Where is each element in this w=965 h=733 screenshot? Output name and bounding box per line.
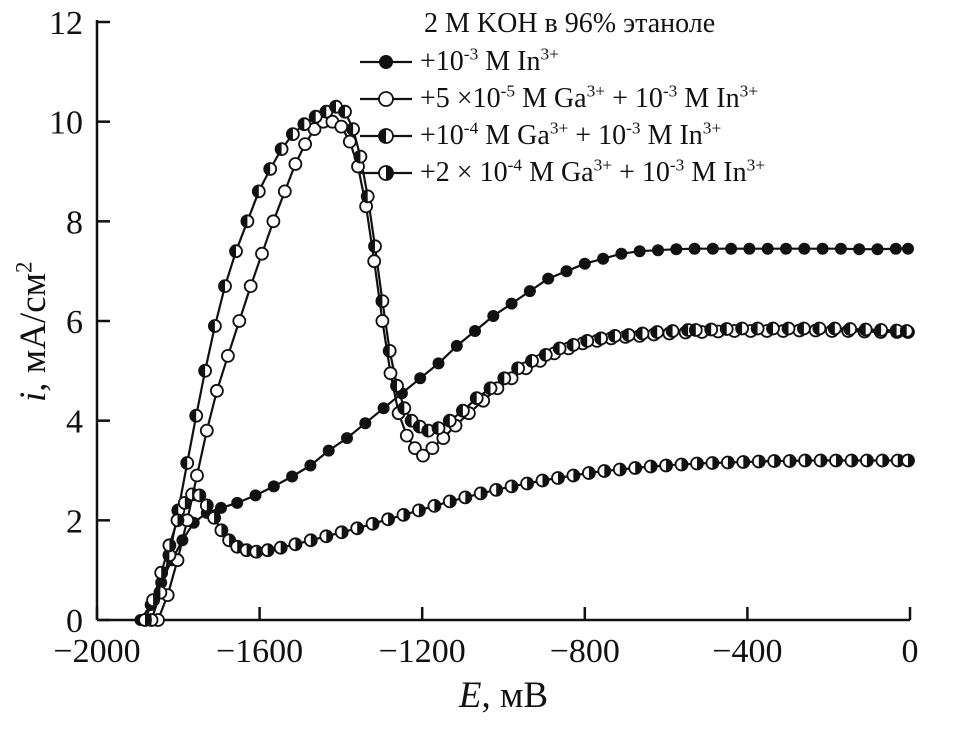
x-tick-label: −1200: [379, 633, 466, 670]
x-tick-label: −1600: [216, 633, 303, 670]
y-tick-label: 10: [49, 105, 83, 142]
y-axis: 0 2 4 6 8 10 12: [49, 5, 110, 640]
x-tick-label: −800: [550, 633, 620, 670]
series-line-0: [139, 247, 910, 622]
series-markers-0: [134, 242, 914, 626]
series-line-3: [143, 459, 910, 622]
y-tick-label: 2: [66, 503, 83, 540]
legend-item-label: +10-4 M Ga3+ + 10-3 M In3+: [420, 118, 722, 151]
legend-item: +2 × 10-4 M Ga3+ + 10-3 M In3+: [360, 154, 765, 191]
y-axis-label: i, мА/см2: [12, 261, 55, 402]
y-tick-label: 4: [66, 404, 83, 441]
x-tick-label: −2000: [53, 633, 140, 670]
x-axis-label: E, мВ: [97, 674, 910, 717]
half-left-circle-icon: [360, 127, 412, 144]
x-axis-label-units: , мВ: [481, 675, 549, 716]
y-tick-label: 0: [66, 603, 83, 640]
x-axis-label-symbol: E: [458, 675, 482, 716]
series-markers-2: [144, 99, 914, 627]
legend-item-label: +2 × 10-4 M Ga3+ + 10-3 M In3+: [420, 155, 766, 188]
x-tick-label: 0: [902, 633, 919, 670]
y-axis-label-symbol: i: [13, 391, 54, 402]
filled-circle-icon: [360, 54, 412, 69]
x-axis: −2000 −1600 −1200 −800 −400 0: [53, 607, 919, 670]
y-axis-label-units: , мА/см2: [11, 261, 54, 392]
legend-item: +10-3 M In3+: [360, 43, 765, 80]
y-tick-label: 12: [49, 5, 83, 42]
legend-header: 2 М KOH в 96% этаноле: [424, 8, 716, 39]
legend-item: +10-4 M Ga3+ + 10-3 M In3+: [360, 117, 765, 154]
legend-item-label: +10-3 M In3+: [420, 44, 559, 77]
legend: 2 М KOH в 96% этаноле +10-3 M In3+ +5 ×10…: [360, 8, 765, 191]
half-right-circle-icon: [360, 164, 412, 181]
x-tick-label: −400: [712, 633, 782, 670]
open-circle-icon: [360, 90, 412, 107]
y-tick-label: 8: [66, 204, 83, 241]
legend-item: +5 ×10-5 M Ga3+ + 10-3 M In3+: [360, 80, 765, 117]
legend-item-label: +5 ×10-5 M Ga3+ + 10-3 M In3+: [420, 81, 759, 114]
series-markers-3: [138, 453, 915, 627]
legend-rows: +10-3 M In3+ +5 ×10-5 M Ga3+ + 10-3 M In3…: [360, 43, 765, 191]
y-tick-label: 6: [66, 304, 83, 341]
